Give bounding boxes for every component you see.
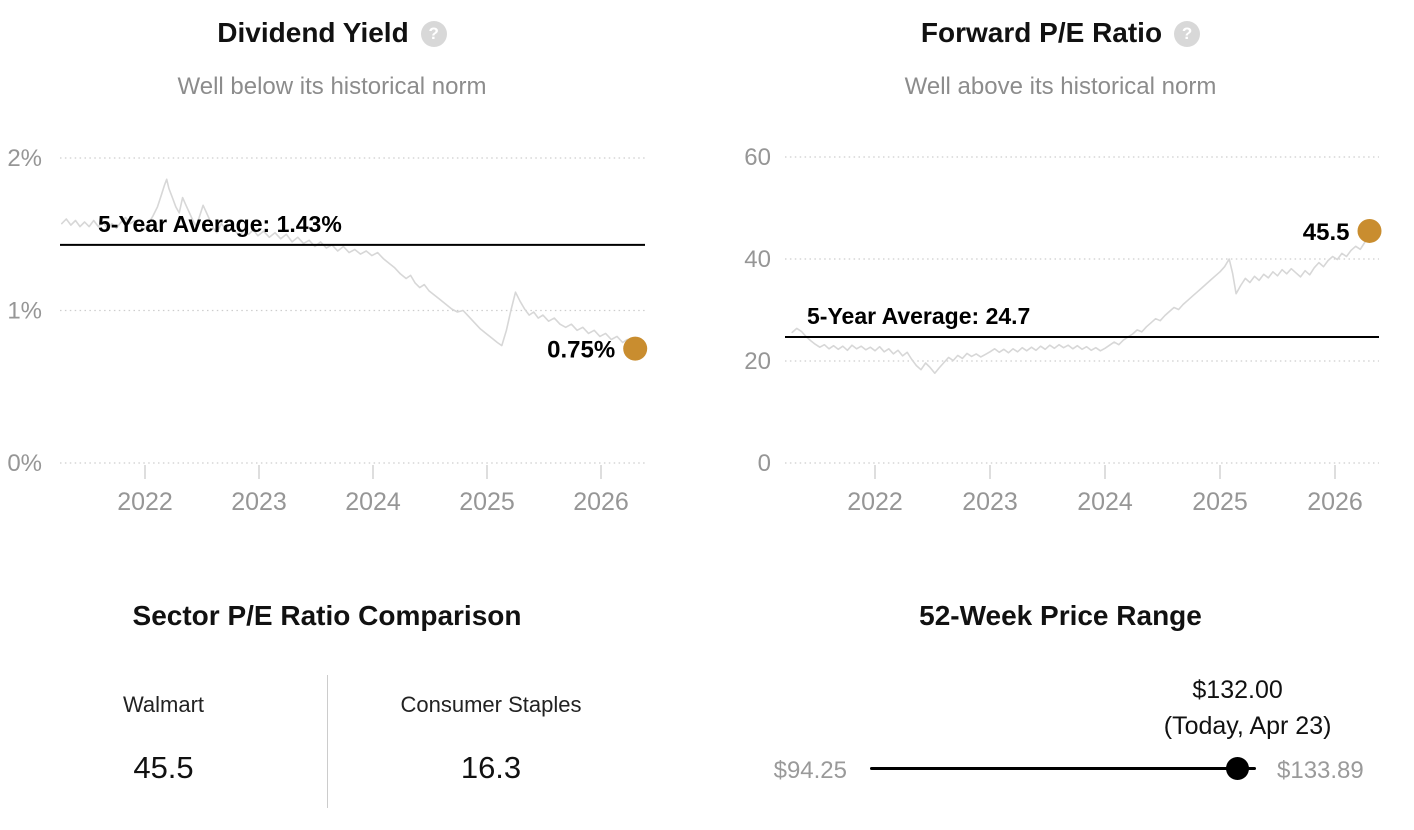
- question-mark-glyph: ?: [1181, 24, 1193, 43]
- price-range-panel: $132.00 (Today, Apr 23) $94.25 $133.89: [707, 590, 1414, 830]
- sector-label: Consumer Staples: [400, 692, 582, 717]
- forward-pe-chart: 60 40 20 0 2022 2023 2024 2025 2026 5-Year Averag…: [744, 144, 1382, 516]
- range-high-label: $133.89: [1277, 757, 1364, 784]
- y-axis-label: 2%: [7, 145, 42, 172]
- current-price-note: (Today, Apr 23): [1163, 712, 1332, 740]
- sector-comparison-company-column: Walmart 45.5: [0, 675, 327, 808]
- sector-comparison-title: Sector P/E Ratio Comparison: [132, 600, 522, 631]
- question-mark-glyph: ?: [428, 24, 439, 43]
- x-axis-label: 2022: [117, 488, 173, 516]
- x-axis-label: 2024: [345, 488, 401, 516]
- sector-comparison-panel: Walmart 45.5 Consumer Staples 16.3: [0, 675, 656, 808]
- y-axis-label: 60: [744, 144, 771, 171]
- forward-pe-title: Forward P/E Ratio: [920, 17, 1163, 48]
- x-axis-label: 2024: [1077, 488, 1133, 516]
- x-axis-label: 2025: [459, 488, 515, 516]
- help-icon[interactable]: ?: [420, 21, 447, 47]
- series-line: [60, 178, 637, 350]
- current-value-dot: [1357, 218, 1382, 243]
- sector-comparison-sector-column: Consumer Staples 16.3: [327, 675, 654, 808]
- price-range-title: 52-Week Price Range: [919, 600, 1202, 631]
- y-axis-label: 0%: [7, 450, 42, 477]
- x-axis-label: 2022: [847, 488, 903, 516]
- x-axis-label: 2025: [1192, 488, 1248, 516]
- x-axis-label: 2026: [573, 488, 629, 516]
- current-value-label: 0.75%: [547, 337, 615, 364]
- forward-pe-header: Forward P/E Ratio ? Well above its histo…: [707, 16, 1414, 102]
- current-price-label: $132.00: [1192, 676, 1283, 704]
- dividend-yield-chart: 2% 1% 0% 2022 2023 2024 2025 2026 5-Year Average…: [7, 145, 648, 516]
- company-pe-value: 45.5: [133, 750, 194, 785]
- y-axis-label: 40: [744, 246, 771, 273]
- y-axis-label: 1%: [7, 298, 42, 325]
- average-label: 5-Year Average: 1.43%: [98, 211, 342, 237]
- range-track: [870, 767, 1256, 770]
- x-axis-label: 2026: [1307, 488, 1363, 516]
- series-line: [791, 230, 1371, 374]
- sector-pe-value: 16.3: [460, 750, 522, 785]
- company-label: Walmart: [122, 692, 205, 717]
- y-axis-label: 0: [758, 450, 771, 477]
- x-axis-label: 2023: [962, 488, 1018, 516]
- y-axis-label: 20: [744, 348, 771, 375]
- dividend-yield-header: Dividend Yield ? Well below its historic…: [0, 16, 664, 102]
- current-price-marker: [1226, 757, 1250, 780]
- range-low-label: $94.25: [773, 757, 847, 784]
- current-value-dot: [623, 336, 648, 361]
- help-icon[interactable]: ?: [1174, 21, 1201, 47]
- dividend-yield-subtitle: Well below its historical norm: [177, 73, 487, 100]
- forward-pe-subtitle: Well above its historical norm: [904, 73, 1217, 100]
- x-axis-label: 2023: [231, 488, 287, 516]
- dividend-yield-title: Dividend Yield: [217, 17, 409, 48]
- current-value-label: 45.5: [1303, 219, 1350, 246]
- average-label: 5-Year Average: 24.7: [807, 303, 1030, 329]
